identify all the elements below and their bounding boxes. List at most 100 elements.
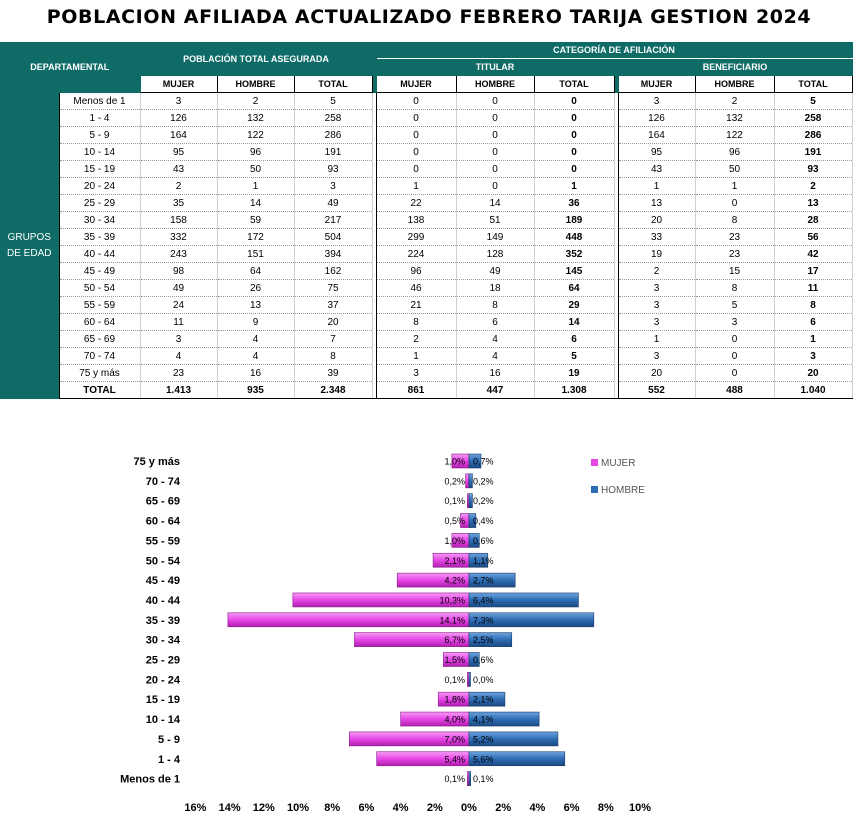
- data-label-hombre: 5,2%: [473, 734, 494, 744]
- table-cell: 243: [140, 245, 218, 263]
- age-group-label: Menos de 1: [58, 92, 141, 110]
- table-cell: 50: [695, 160, 775, 178]
- bar-hombre: [468, 771, 472, 786]
- category-label: 45 - 49: [146, 575, 180, 587]
- category-label: 75 y más: [134, 456, 180, 468]
- table-cell: 17: [774, 262, 853, 280]
- table-cell: 5: [774, 92, 853, 110]
- table-row: 25 - 29 35 14 49 22 14 36 13 0 13: [0, 194, 853, 212]
- bar-hombre: [468, 592, 579, 608]
- table-cell: 95: [140, 143, 218, 161]
- table-cell: 158: [140, 211, 218, 229]
- data-label-hombre: 4,1%: [473, 715, 494, 725]
- table-cell: 49: [140, 279, 218, 297]
- category-label: 60 - 64: [146, 516, 181, 528]
- col-pt-total: TOTAL: [293, 75, 373, 93]
- age-group-label: 70 - 74: [58, 347, 141, 365]
- table-cell: 5: [534, 347, 615, 365]
- table-cell: 0: [456, 143, 535, 161]
- age-group-label: 50 - 54: [58, 279, 141, 297]
- table-cell: 42: [774, 245, 853, 263]
- table-cell: 46: [376, 279, 457, 297]
- table-cell: 1: [618, 330, 696, 348]
- table-cell: 4: [456, 330, 535, 348]
- data-label-hombre: 0,7%: [473, 457, 494, 467]
- table-cell: 0: [534, 160, 615, 178]
- col-be-total: TOTAL: [773, 75, 853, 93]
- table-cell: 0: [456, 177, 535, 195]
- total-cell: 1.040: [774, 381, 853, 399]
- table-cell: 8: [456, 296, 535, 314]
- table-cell: 1: [774, 330, 853, 348]
- data-label-hombre: 1,1%: [473, 556, 494, 566]
- bar-mujer: [465, 473, 470, 489]
- legend-swatch: [591, 486, 598, 493]
- table-cell: 2: [217, 92, 295, 110]
- table-cell: 217: [294, 211, 373, 229]
- table-cell: 1: [376, 177, 457, 195]
- table-cell: 96: [217, 143, 295, 161]
- table-cell: 4: [217, 347, 295, 365]
- table-cell: 49: [294, 194, 373, 212]
- table-cell: 6: [456, 313, 535, 331]
- data-label-mujer: 2,1%: [444, 556, 465, 566]
- table-cell: 50: [217, 160, 295, 178]
- col-ti-mujer: MUJER: [375, 75, 457, 93]
- table-cell: 504: [294, 228, 373, 246]
- table-cell: 3: [618, 279, 696, 297]
- population-table: DEPARTAMENTAL POBLACIÓN TOTAL ASEGURADA …: [0, 42, 853, 399]
- x-tick-label: 4%: [529, 802, 545, 814]
- age-group-label: 65 - 69: [58, 330, 141, 348]
- table-cell: 64: [534, 279, 615, 297]
- table-cell: 3: [774, 347, 853, 365]
- table-cell: 56: [774, 228, 853, 246]
- x-tick-label: 0%: [461, 802, 477, 814]
- table-cell: 0: [534, 92, 615, 110]
- table-cell: 20: [618, 211, 696, 229]
- table-cell: 0: [376, 109, 457, 127]
- bar-hombre: [468, 751, 566, 767]
- table-cell: 7: [294, 330, 373, 348]
- table-cell: 16: [456, 364, 535, 382]
- category-label: 30 - 34: [146, 635, 181, 647]
- table-row: 55 - 59 24 13 37 21 8 29 3 5 8: [0, 296, 853, 314]
- data-label-hombre: 0,0%: [473, 675, 494, 685]
- legend-label: HOMBRE: [601, 485, 645, 496]
- table-cell: 96: [695, 143, 775, 161]
- bar-hombre: [468, 731, 559, 747]
- table-cell: 95: [618, 143, 696, 161]
- table-cell: 258: [294, 109, 373, 127]
- total-cell: 447: [456, 381, 535, 399]
- x-tick-label: 12%: [253, 802, 275, 814]
- data-label-hombre: 0,6%: [473, 655, 494, 665]
- bar-hombre: [468, 552, 489, 568]
- table-cell: 75: [294, 279, 373, 297]
- col-be-hombre: HOMBRE: [694, 75, 775, 93]
- age-group-label: 45 - 49: [58, 262, 141, 280]
- x-tick-label: 6%: [358, 802, 374, 814]
- table-cell: 0: [695, 364, 775, 382]
- table-cell: 35: [140, 194, 218, 212]
- category-label: 40 - 44: [146, 595, 181, 607]
- bar-hombre: [468, 493, 473, 509]
- table-cell: 189: [534, 211, 615, 229]
- x-tick-label: 10%: [629, 802, 651, 814]
- age-group-label: 20 - 24: [58, 177, 141, 195]
- table-cell: 162: [294, 262, 373, 280]
- table-cell: 39: [294, 364, 373, 382]
- table-row: 15 - 19 43 50 93 0 0 0 43 50 93: [0, 160, 853, 178]
- category-label: Menos de 1: [120, 774, 180, 786]
- table-cell: 8: [376, 313, 457, 331]
- age-group-label: 30 - 34: [58, 211, 141, 229]
- table-cell: 2: [376, 330, 457, 348]
- table-cell: 33: [618, 228, 696, 246]
- col-ti-hombre: HOMBRE: [455, 75, 535, 93]
- category-label: 70 - 74: [146, 476, 181, 488]
- category-label: 65 - 69: [146, 496, 180, 508]
- category-label: 25 - 29: [146, 655, 180, 667]
- total-cell: 861: [376, 381, 457, 399]
- table-cell: 0: [695, 347, 775, 365]
- table-cell: 93: [294, 160, 373, 178]
- table-cell: 22: [376, 194, 457, 212]
